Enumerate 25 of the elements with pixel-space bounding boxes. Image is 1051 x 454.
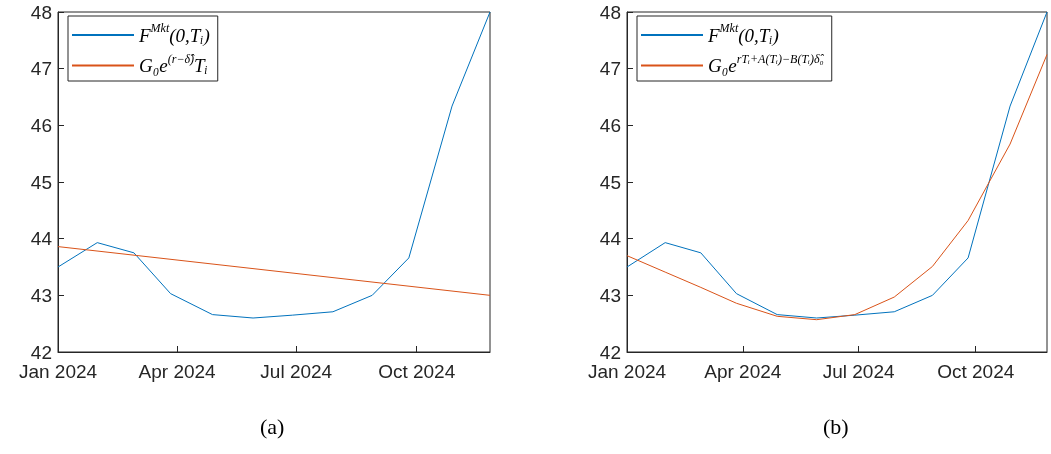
y-tick-label: 48 [30, 1, 52, 23]
x-tick-label: Jan 2024 [587, 361, 667, 382]
y-tick-label: 44 [599, 228, 622, 250]
x-tick-label: Jul 2024 [822, 361, 895, 382]
x-tick-label: Jan 2024 [18, 361, 98, 382]
y-tick-label: 48 [599, 1, 621, 23]
y-tick-label: 45 [30, 171, 52, 193]
y-tick-label: 42 [30, 341, 52, 363]
y-tick-label: 47 [30, 58, 52, 80]
y-tick-label: 45 [599, 171, 621, 193]
x-tick-label: Apr 2024 [138, 361, 217, 382]
text: (b) [823, 413, 849, 439]
y-tick-label: 46 [30, 114, 52, 136]
line-series [57, 11, 491, 319]
x-tick-label: Oct 2024 [378, 361, 456, 382]
y-tick-label: 47 [599, 58, 621, 80]
x-tick-label: Apr 2024 [704, 361, 782, 382]
x-tick-label: Jul 2024 [260, 361, 333, 382]
x-tick-label: Oct 2024 [937, 361, 1015, 382]
text: (a) [260, 413, 285, 439]
y-tick-label: 43 [599, 284, 621, 306]
y-tick-label: 42 [599, 341, 621, 363]
y-tick-label: 43 [30, 284, 52, 306]
y-tick-label: 44 [30, 228, 53, 250]
y-tick-label: 46 [599, 114, 621, 136]
